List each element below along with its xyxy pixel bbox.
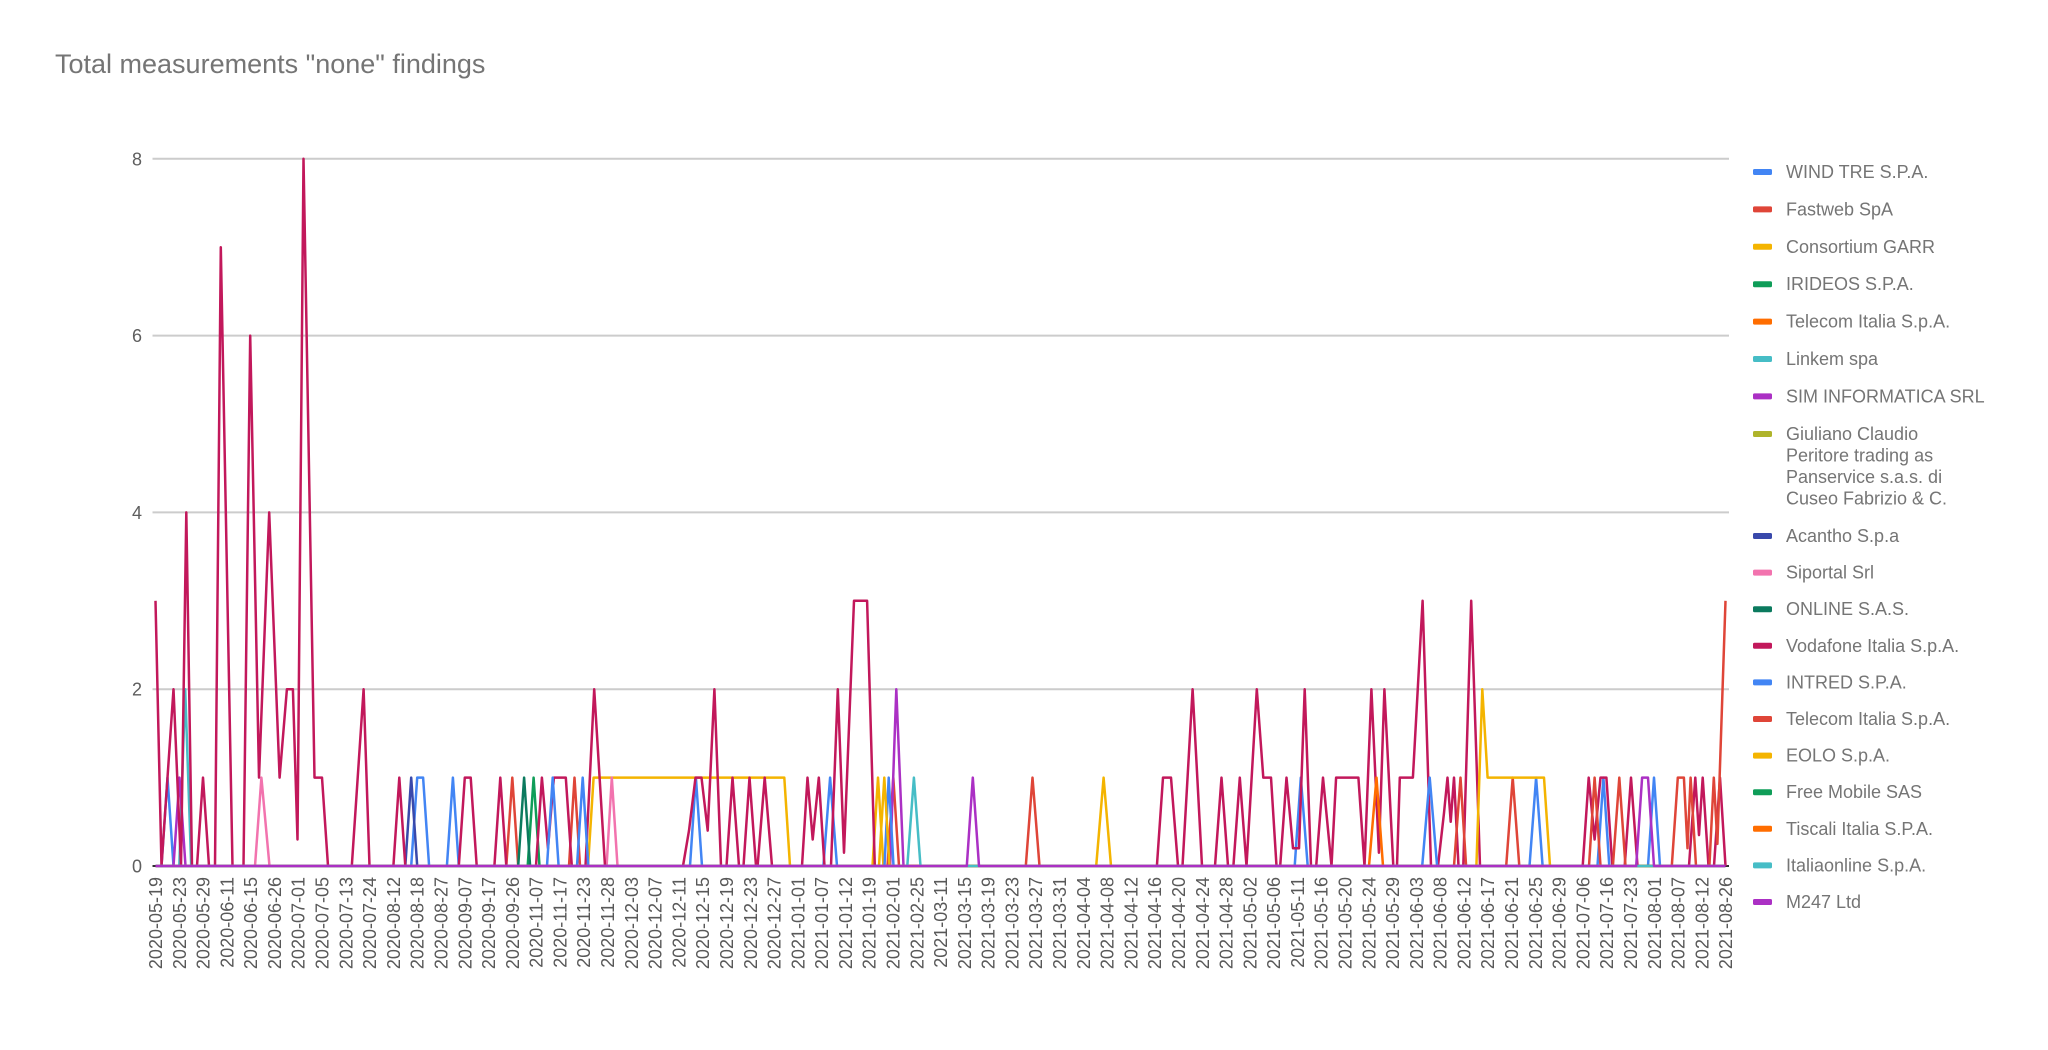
svg-text:2020-09-07: 2020-09-07 xyxy=(455,877,475,969)
svg-text:2021-06-03: 2021-06-03 xyxy=(1407,877,1427,969)
svg-text:2021-04-12: 2021-04-12 xyxy=(1121,877,1141,969)
svg-text:2021-06-08: 2021-06-08 xyxy=(1431,877,1451,969)
svg-text:2021-01-12: 2021-01-12 xyxy=(836,877,856,969)
svg-text:2021-06-17: 2021-06-17 xyxy=(1478,877,1498,969)
svg-text:2021-06-12: 2021-06-12 xyxy=(1454,877,1474,969)
svg-text:2020-12-15: 2020-12-15 xyxy=(693,877,713,969)
svg-text:2020-05-19: 2020-05-19 xyxy=(146,877,166,969)
svg-text:Acantho S.p.a: Acantho S.p.a xyxy=(1786,526,1900,546)
svg-text:2021-05-11: 2021-05-11 xyxy=(1288,877,1308,968)
svg-text:SIM INFORMATICA SRL: SIM INFORMATICA SRL xyxy=(1786,386,1985,406)
svg-text:2021-06-29: 2021-06-29 xyxy=(1550,877,1570,969)
svg-text:2021-05-24: 2021-05-24 xyxy=(1359,877,1379,969)
svg-text:2020-08-27: 2020-08-27 xyxy=(431,877,451,969)
svg-text:2020-12-07: 2020-12-07 xyxy=(646,877,666,969)
svg-text:2021-03-19: 2021-03-19 xyxy=(979,877,999,969)
svg-text:2021-05-20: 2021-05-20 xyxy=(1336,877,1356,969)
svg-text:Telecom Italia S.p.A.: Telecom Italia S.p.A. xyxy=(1786,312,1950,332)
svg-text:2020-08-12: 2020-08-12 xyxy=(384,877,404,969)
svg-text:2021-04-16: 2021-04-16 xyxy=(1145,877,1165,969)
svg-text:2020-11-17: 2020-11-17 xyxy=(550,877,570,968)
svg-text:2021-08-01: 2021-08-01 xyxy=(1645,877,1665,969)
svg-text:2021-08-07: 2021-08-07 xyxy=(1669,877,1689,969)
svg-text:2021-06-25: 2021-06-25 xyxy=(1526,877,1546,969)
svg-text:2020-12-03: 2020-12-03 xyxy=(622,877,642,969)
svg-text:2020-06-11: 2020-06-11 xyxy=(217,877,237,968)
svg-text:Linkem spa: Linkem spa xyxy=(1786,349,1879,369)
svg-text:2020-09-17: 2020-09-17 xyxy=(479,877,499,969)
svg-text:2021-02-25: 2021-02-25 xyxy=(907,877,927,969)
svg-text:2021-01-19: 2021-01-19 xyxy=(860,877,880,969)
svg-text:2021-06-21: 2021-06-21 xyxy=(1502,877,1522,969)
svg-text:2021-07-06: 2021-07-06 xyxy=(1573,877,1593,969)
svg-text:Total measurements "none" find: Total measurements "none" findings xyxy=(55,49,485,79)
svg-text:Siportal Srl: Siportal Srl xyxy=(1786,563,1874,583)
svg-text:2020-06-15: 2020-06-15 xyxy=(241,877,261,969)
svg-text:EOLO S.p.A.: EOLO S.p.A. xyxy=(1786,746,1890,766)
svg-text:Giuliano Claudio: Giuliano Claudio xyxy=(1786,424,1918,444)
svg-text:2021-04-24: 2021-04-24 xyxy=(1193,877,1213,969)
svg-text:2020-05-23: 2020-05-23 xyxy=(170,877,190,969)
svg-text:2021-08-12: 2021-08-12 xyxy=(1692,877,1712,969)
svg-text:INTRED S.P.A.: INTRED S.P.A. xyxy=(1786,672,1907,692)
svg-text:2021-02-01: 2021-02-01 xyxy=(883,877,903,969)
svg-text:2020-11-23: 2020-11-23 xyxy=(574,877,594,968)
svg-text:2020-08-18: 2020-08-18 xyxy=(408,877,428,969)
svg-text:Telecom Italia S.p.A.: Telecom Italia S.p.A. xyxy=(1786,709,1950,729)
svg-text:2020-07-13: 2020-07-13 xyxy=(336,877,356,969)
svg-text:Fastweb SpA: Fastweb SpA xyxy=(1786,199,1893,219)
svg-text:Tiscali Italia S.P.A.: Tiscali Italia S.P.A. xyxy=(1786,819,1933,839)
svg-text:2021-03-15: 2021-03-15 xyxy=(955,877,975,969)
svg-text:2020-11-28: 2020-11-28 xyxy=(598,877,618,968)
svg-text:2021-04-08: 2021-04-08 xyxy=(1098,877,1118,969)
svg-text:2021-05-29: 2021-05-29 xyxy=(1383,877,1403,969)
svg-text:2021-03-27: 2021-03-27 xyxy=(1026,877,1046,969)
svg-text:2021-04-20: 2021-04-20 xyxy=(1169,877,1189,969)
svg-text:2021-07-16: 2021-07-16 xyxy=(1597,877,1617,969)
svg-text:WIND TRE S.P.A.: WIND TRE S.P.A. xyxy=(1786,162,1928,182)
svg-text:4: 4 xyxy=(132,503,142,523)
svg-text:ONLINE S.A.S.: ONLINE S.A.S. xyxy=(1786,599,1909,619)
svg-text:2021-07-23: 2021-07-23 xyxy=(1621,877,1641,969)
svg-text:M247 Ltd: M247 Ltd xyxy=(1786,892,1861,912)
svg-text:2020-05-29: 2020-05-29 xyxy=(194,877,214,969)
svg-text:2020-12-23: 2020-12-23 xyxy=(741,877,761,969)
svg-text:2021-01-07: 2021-01-07 xyxy=(812,877,832,969)
svg-text:8: 8 xyxy=(132,149,142,169)
svg-text:2020-12-19: 2020-12-19 xyxy=(717,877,737,969)
svg-text:2020-07-01: 2020-07-01 xyxy=(289,877,309,969)
svg-text:6: 6 xyxy=(132,326,142,346)
svg-text:Italiaonline S.p.A.: Italiaonline S.p.A. xyxy=(1786,855,1926,875)
svg-text:2021-03-11: 2021-03-11 xyxy=(931,877,951,968)
svg-text:IRIDEOS S.P.A.: IRIDEOS S.P.A. xyxy=(1786,274,1914,294)
svg-text:2020-07-05: 2020-07-05 xyxy=(313,877,333,969)
svg-text:Vodafone Italia S.p.A.: Vodafone Italia S.p.A. xyxy=(1786,636,1959,656)
svg-text:0: 0 xyxy=(132,857,142,877)
svg-text:2021-03-31: 2021-03-31 xyxy=(1050,877,1070,969)
svg-text:2: 2 xyxy=(132,680,142,700)
svg-text:2020-06-26: 2020-06-26 xyxy=(265,877,285,969)
svg-text:Consortium GARR: Consortium GARR xyxy=(1786,237,1935,257)
svg-text:2021-05-16: 2021-05-16 xyxy=(1312,877,1332,969)
svg-text:2020-09-26: 2020-09-26 xyxy=(503,877,523,969)
svg-text:2021-08-26: 2021-08-26 xyxy=(1716,877,1736,969)
svg-text:Panservice s.a.s. di: Panservice s.a.s. di xyxy=(1786,467,1942,487)
svg-text:Cuseo Fabrizio & C.: Cuseo Fabrizio & C. xyxy=(1786,489,1947,509)
svg-text:2020-12-11: 2020-12-11 xyxy=(669,877,689,968)
svg-text:2020-11-07: 2020-11-07 xyxy=(527,877,547,968)
svg-text:2021-05-06: 2021-05-06 xyxy=(1264,877,1284,969)
svg-text:2020-12-27: 2020-12-27 xyxy=(765,877,785,969)
svg-text:2021-03-23: 2021-03-23 xyxy=(1002,877,1022,969)
svg-text:2021-04-28: 2021-04-28 xyxy=(1217,877,1237,969)
svg-text:2020-07-24: 2020-07-24 xyxy=(360,877,380,969)
svg-text:2021-05-02: 2021-05-02 xyxy=(1240,877,1260,969)
svg-text:2021-01-01: 2021-01-01 xyxy=(788,877,808,969)
svg-text:2021-04-04: 2021-04-04 xyxy=(1074,877,1094,969)
svg-text:Peritore trading as: Peritore trading as xyxy=(1786,446,1933,466)
svg-text:Free Mobile SAS: Free Mobile SAS xyxy=(1786,782,1922,802)
